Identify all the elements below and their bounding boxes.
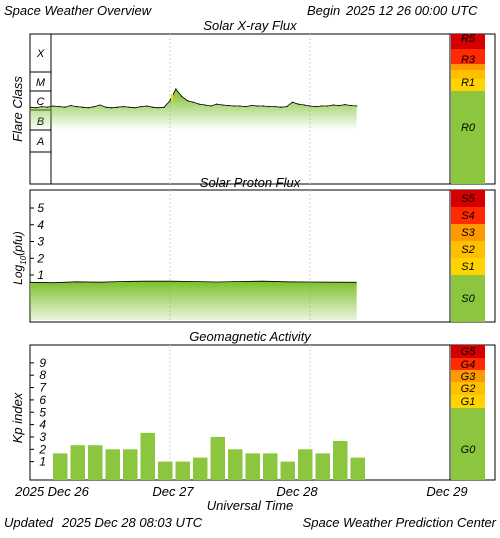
proton-ytick-label: 4	[37, 218, 44, 232]
app-title: Space Weather Overview	[4, 3, 153, 18]
kp-scale-band-G3	[451, 370, 485, 382]
proton-ytick-label: 1	[37, 268, 44, 282]
kp-title: Geomagnetic Activity	[189, 329, 312, 344]
kp-ytick-label: 1	[39, 455, 46, 469]
kp-bar	[193, 457, 208, 480]
xray-scale-label-R3: R3	[461, 54, 476, 66]
xray-scale-band	[451, 49, 485, 64]
begin-label: Begin	[307, 3, 340, 18]
kp-ytick-label: 2	[38, 442, 46, 456]
proton-scale-label-S0: S0	[461, 293, 475, 305]
proton-scale-band-S4	[451, 207, 485, 224]
xray-scale-band	[451, 91, 485, 184]
kp-bar	[123, 449, 138, 480]
kp-scale-label-G1: G1	[461, 396, 476, 408]
kp-bar	[263, 453, 278, 480]
proton-flux-area	[30, 281, 357, 320]
kp-bar	[88, 445, 103, 480]
kp-bar	[158, 461, 173, 480]
kp-scale-label-G5: G5	[461, 346, 477, 358]
xray-scale-band	[451, 64, 485, 70]
proton-ytick-label: 5	[37, 201, 44, 215]
xray-scale-band	[451, 70, 485, 79]
kp-bar	[175, 461, 190, 480]
proton-ytick-label: 2	[36, 251, 44, 265]
kp-scale-band-G5	[451, 345, 485, 358]
kp-ytick-label: 4	[39, 418, 46, 432]
proton-scale-label-S5: S5	[461, 193, 475, 205]
proton-scale-band-S1	[451, 258, 485, 275]
proton-scale-label-S4: S4	[461, 210, 474, 222]
kp-bar	[298, 449, 313, 480]
proton-scale-label-S3: S3	[461, 227, 475, 239]
begin-value: 2025 12 26 00:00 UTC	[345, 3, 478, 18]
proton-scale-label-S1: S1	[461, 261, 474, 273]
kp-ytick-label: 8	[39, 368, 46, 382]
xray-scale-label-R0: R0	[461, 122, 476, 134]
kp-ytick-label: 9	[39, 356, 46, 370]
proton-scale-label-S2: S2	[461, 244, 474, 256]
kp-bar	[350, 457, 365, 480]
xray-class-label-M: M	[36, 77, 46, 89]
kp-ytick-label: 6	[39, 393, 46, 407]
proton-flux-line	[29, 280, 357, 284]
xray-scale-label-R1: R1	[461, 77, 475, 89]
x-tick-label: Dec 27	[152, 484, 194, 499]
kp-scale-label-G2: G2	[461, 383, 476, 395]
kp-scale-band-G2	[451, 382, 485, 395]
x-tick-label: Dec 28	[276, 484, 318, 499]
proton-title: Solar Proton Flux	[200, 175, 301, 190]
xray-scale-band	[451, 34, 485, 49]
kp-bar	[228, 449, 243, 480]
kp-ytick-label: 7	[39, 381, 47, 395]
x-tick-label: Dec 29	[426, 484, 467, 499]
xray-class-label-C: C	[37, 96, 45, 108]
kp-ylabel: Kp index	[10, 392, 25, 443]
proton-ylabel: Log10(pfu)	[11, 231, 28, 285]
proton-scale-band-S3	[451, 224, 485, 241]
proton-plot-frame	[29, 189, 496, 323]
kp-bar	[70, 445, 85, 480]
kp-ytick-label: 5	[39, 405, 46, 419]
kp-scale-band-G0	[451, 408, 485, 480]
kp-bar	[333, 441, 348, 480]
kp-scale-label-G3: G3	[461, 371, 477, 383]
xray-flux-line	[29, 88, 357, 109]
kp-bar	[105, 449, 120, 480]
kp-scale-label-G0: G0	[461, 444, 477, 456]
proton-scale-band-S5	[451, 190, 485, 207]
kp-bar	[315, 453, 330, 480]
proton-ytick-label: 3	[37, 235, 44, 249]
x-axis-label: Universal Time	[207, 498, 294, 513]
xray-ylabel: Flare Class	[10, 76, 25, 142]
kp-ytick-label: 3	[39, 430, 46, 444]
xray-class-label-A: A	[36, 136, 44, 148]
kp-bar	[245, 453, 260, 480]
kp-bar	[280, 461, 295, 480]
kp-scale-band-G4	[451, 358, 485, 370]
kp-scale-band-G1	[451, 395, 485, 408]
xray-flux-area	[30, 89, 357, 130]
updated-label: Updated	[4, 515, 54, 530]
kp-bar	[53, 453, 68, 480]
xray-scale-label-R5: R5	[461, 33, 476, 45]
proton-scale-band-S2	[451, 241, 485, 258]
updated-value: 2025 Dec 28 08:03 UTC	[61, 515, 203, 530]
xray-scale-band	[451, 79, 485, 91]
proton-scale-band-S0	[451, 275, 485, 322]
x-tick-label: 2025 Dec 26	[14, 484, 89, 499]
source-credit: Space Weather Prediction Center	[303, 515, 497, 530]
xray-class-label-X: X	[36, 48, 45, 60]
kp-bar	[140, 432, 155, 480]
kp-bar	[210, 436, 225, 480]
kp-scale-label-G4: G4	[461, 359, 476, 371]
xray-title: Solar X-ray Flux	[203, 18, 297, 33]
